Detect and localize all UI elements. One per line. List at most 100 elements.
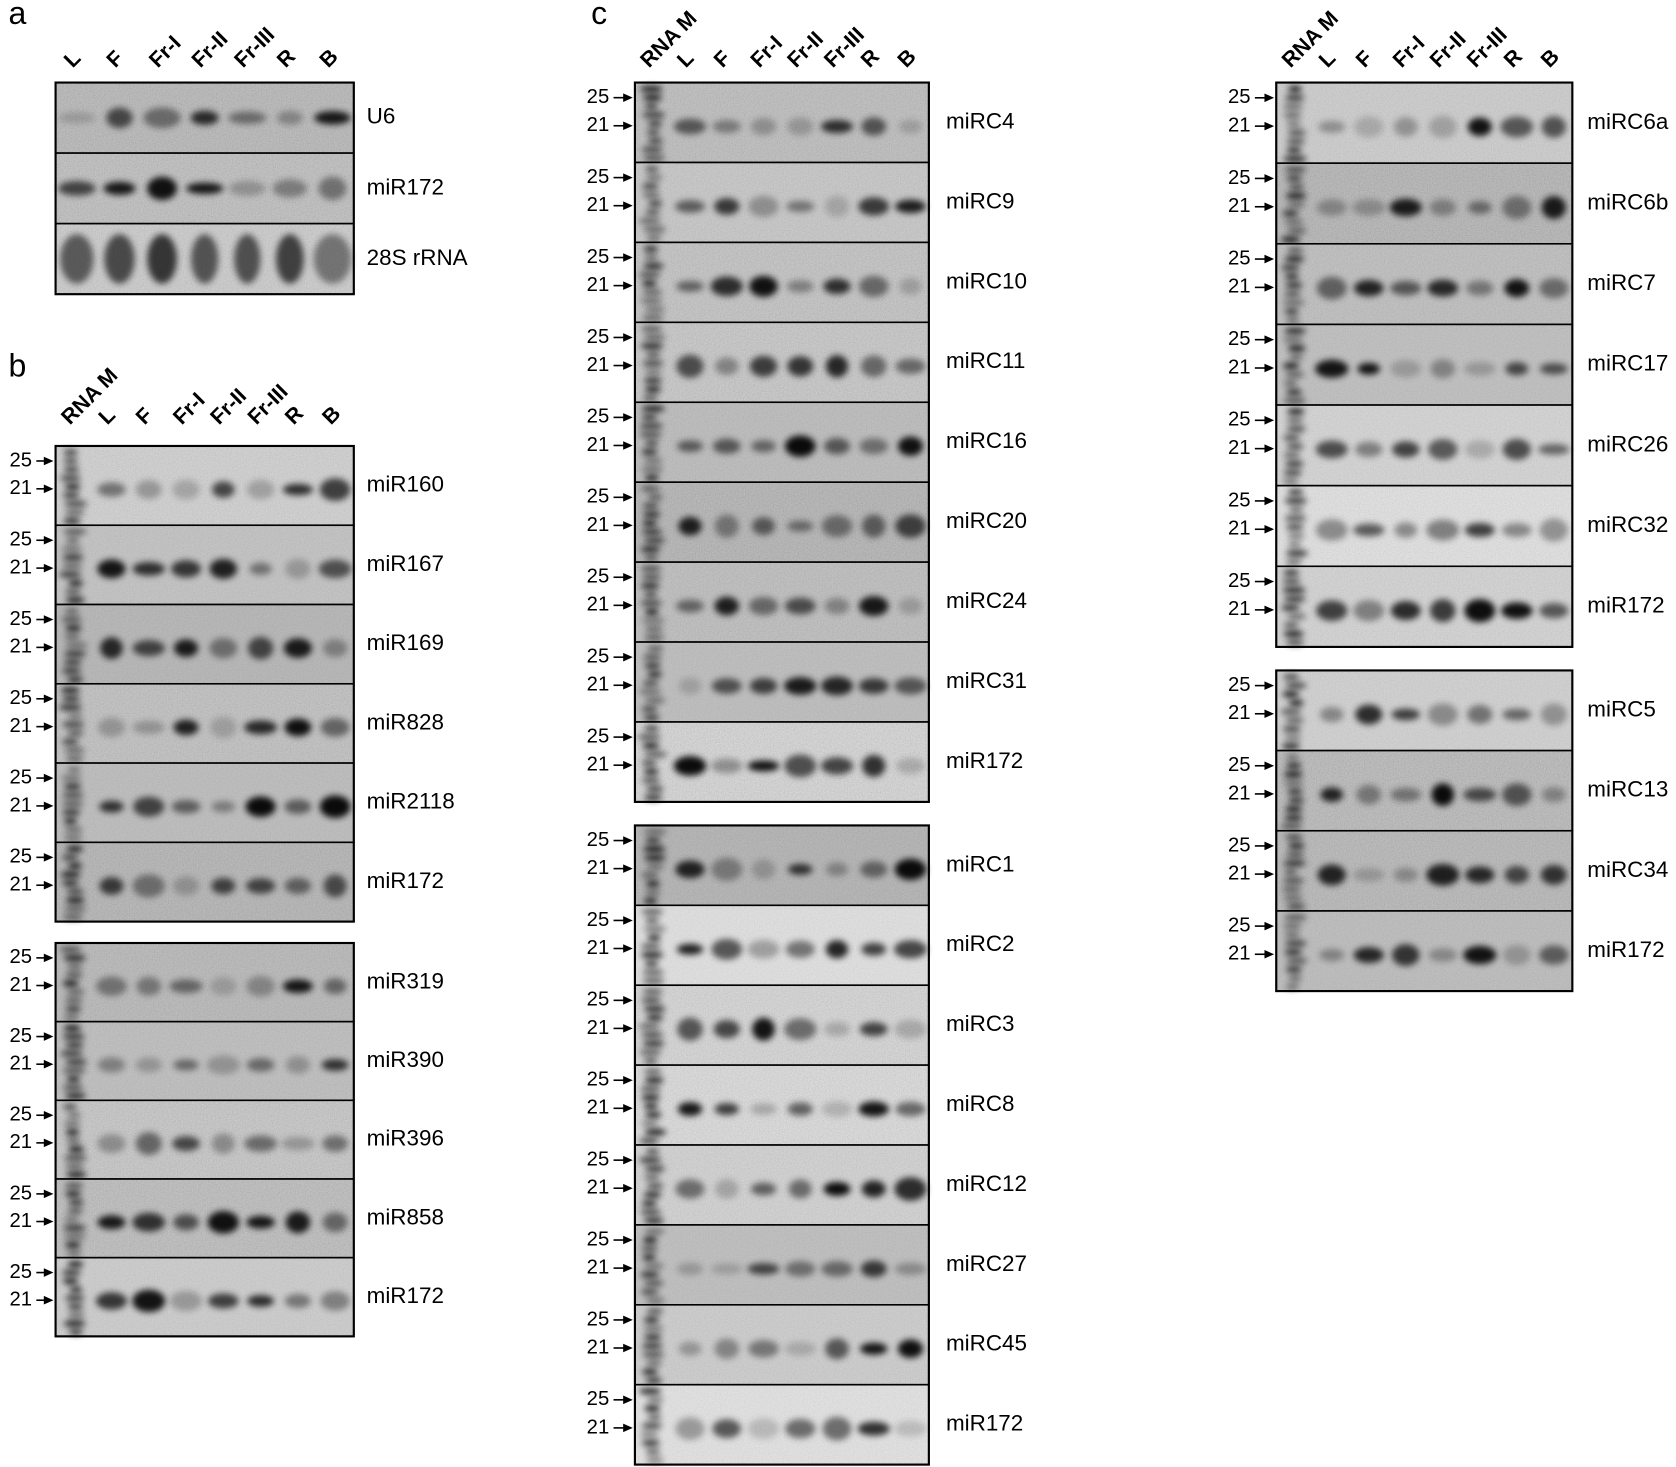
band xyxy=(860,1260,887,1278)
marker-band xyxy=(643,1191,662,1198)
band xyxy=(747,1418,780,1440)
band xyxy=(747,760,780,772)
marker-band xyxy=(64,1294,85,1302)
marker-band xyxy=(643,751,668,758)
lane-label: Fr-III xyxy=(230,22,280,72)
marker-band xyxy=(62,791,84,799)
band xyxy=(169,979,203,994)
marker-band xyxy=(1287,129,1306,136)
marker-band xyxy=(647,1413,662,1421)
marker-arrowhead xyxy=(43,456,54,466)
marker-band xyxy=(640,297,663,304)
marker-band xyxy=(63,449,78,456)
marker-band xyxy=(66,888,84,895)
marker-band xyxy=(69,1286,83,1293)
marker-arrowhead xyxy=(623,1395,633,1405)
band xyxy=(212,481,235,498)
marker-band xyxy=(63,817,78,825)
marker-band xyxy=(642,1236,658,1244)
marker-arrowhead xyxy=(43,1217,54,1226)
band xyxy=(210,716,237,739)
marker-arrowhead xyxy=(1264,283,1275,292)
marker-band xyxy=(62,1277,79,1285)
marker-band xyxy=(647,137,663,145)
band xyxy=(135,1132,162,1156)
band xyxy=(136,976,162,996)
marker-arrowhead xyxy=(43,643,54,652)
marker-band xyxy=(644,697,666,704)
marker-band xyxy=(641,1120,659,1127)
marker-band xyxy=(644,386,662,393)
marker-arrowhead xyxy=(623,1423,633,1433)
blot-label: miRC10 xyxy=(946,268,1027,293)
size-marker: 21 xyxy=(9,636,32,658)
marker-band xyxy=(645,880,661,887)
band xyxy=(211,877,236,895)
blot-label: miR396 xyxy=(367,1126,444,1151)
band xyxy=(1320,787,1344,802)
marker-arrowhead xyxy=(623,1343,633,1353)
band xyxy=(784,677,817,695)
marker-band xyxy=(1284,371,1305,378)
marker-band xyxy=(640,545,661,553)
marker-band xyxy=(1283,914,1308,921)
blot-label: miR172 xyxy=(367,1283,444,1308)
marker-arrowhead xyxy=(623,601,633,610)
marker-band xyxy=(643,1217,664,1224)
band xyxy=(712,438,741,454)
marker-arrowhead xyxy=(1264,202,1275,212)
band xyxy=(676,943,704,955)
band xyxy=(711,857,743,881)
marker-band xyxy=(646,1014,664,1021)
band xyxy=(750,1103,777,1115)
band xyxy=(894,677,927,695)
marker-band xyxy=(644,1405,661,1412)
band xyxy=(676,599,704,613)
marker-band xyxy=(642,511,661,518)
size-marker: 25 xyxy=(1228,328,1251,350)
marker-band xyxy=(644,608,659,616)
band xyxy=(210,977,237,996)
marker-band xyxy=(65,971,83,979)
blot-label: miR828 xyxy=(367,709,444,734)
marker-band xyxy=(640,1208,662,1216)
marker-band xyxy=(1281,264,1300,271)
marker-arrowhead xyxy=(43,1138,54,1148)
band xyxy=(825,940,849,959)
marker-arrowhead xyxy=(43,535,54,545)
blot-group-frame xyxy=(1275,81,1574,648)
marker-band xyxy=(1286,227,1307,234)
marker-band xyxy=(60,687,80,694)
size-marker: 21 xyxy=(1228,114,1251,136)
panel-label: a xyxy=(9,0,27,31)
band xyxy=(1463,945,1497,965)
band xyxy=(1391,708,1421,721)
size-marker: 21 xyxy=(9,556,32,578)
marker-band xyxy=(62,1033,85,1040)
marker-band xyxy=(639,1156,662,1164)
marker-band xyxy=(63,747,85,754)
blot-label: miR169 xyxy=(367,630,444,655)
blot-label: miR167 xyxy=(367,551,444,576)
size-marker: 25 xyxy=(9,1261,32,1283)
blot-label: miRC12 xyxy=(946,1171,1027,1196)
marker-band xyxy=(644,368,662,376)
band xyxy=(99,800,124,813)
band xyxy=(821,1261,853,1277)
blot-label: miRC32 xyxy=(1587,512,1668,537)
marker-band xyxy=(66,845,84,852)
lane-label: Fr-I xyxy=(746,31,787,72)
band xyxy=(172,479,200,500)
marker-band xyxy=(643,1325,664,1332)
band xyxy=(895,514,926,538)
band xyxy=(820,757,854,775)
lane-label: Fr-I xyxy=(1388,31,1429,72)
marker-arrowhead xyxy=(623,1183,633,1193)
marker-band xyxy=(641,405,665,412)
size-marker: 21 xyxy=(587,1177,610,1199)
marker-band xyxy=(1281,743,1301,750)
marker-band xyxy=(1282,578,1301,585)
size-marker: 25 xyxy=(9,529,32,551)
blot-group-frame xyxy=(1275,669,1574,993)
band xyxy=(784,597,816,615)
